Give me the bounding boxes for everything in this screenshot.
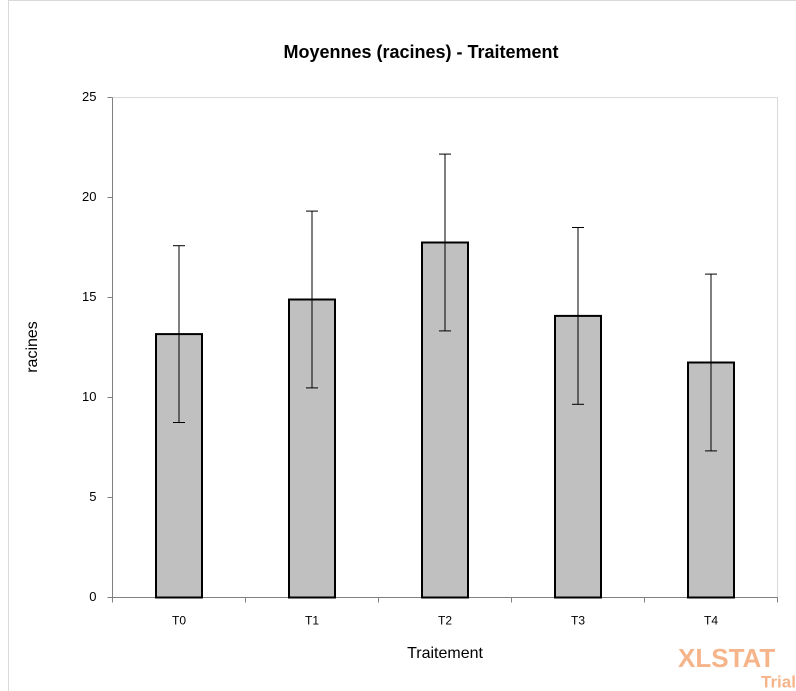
y-tick-label: 0: [89, 589, 96, 604]
bar: [288, 298, 336, 599]
y-tick-label: 20: [82, 189, 96, 204]
y-tick-label: 5: [89, 489, 96, 504]
x-tick-label: T1: [305, 614, 319, 628]
chart-title: Moyennes (racines) - Traitement: [283, 42, 558, 62]
bar: [554, 314, 602, 599]
y-axis-label: racines: [24, 321, 41, 373]
x-tick-label: T0: [172, 614, 186, 628]
y-tick-label: 10: [82, 389, 96, 404]
watermark: XLSTAT: [678, 643, 775, 673]
x-tick-label: T4: [704, 614, 718, 628]
watermark: Trial: [761, 672, 796, 691]
y-tick-label: 25: [82, 89, 96, 104]
x-axis-label: Traitement: [407, 645, 483, 662]
y-tick-label: 15: [82, 289, 96, 304]
x-tick-label: T3: [571, 614, 585, 628]
chart-frame: [8, 0, 796, 691]
x-tick-label: T2: [438, 614, 452, 628]
